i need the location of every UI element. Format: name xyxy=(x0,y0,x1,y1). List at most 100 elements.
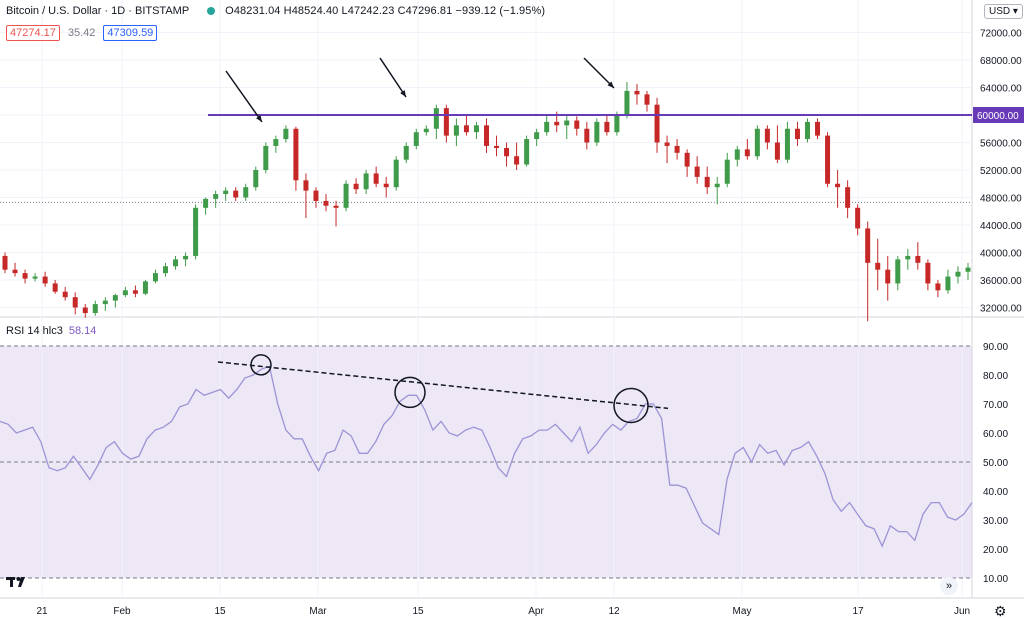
candle-body xyxy=(875,262,881,270)
candle-body xyxy=(132,290,138,294)
candle-body xyxy=(183,255,189,260)
candle-body xyxy=(724,159,730,184)
candle-body xyxy=(784,128,790,160)
sell-price-button[interactable]: 47274.17 xyxy=(6,25,60,41)
candle-body xyxy=(323,200,329,206)
candle-body xyxy=(684,152,690,167)
candle-body xyxy=(163,266,168,274)
candle-body xyxy=(203,198,209,208)
candle-body xyxy=(895,259,901,284)
tradingview-logo-icon[interactable] xyxy=(6,575,30,589)
price-axis-label: 40000.00 xyxy=(980,249,1022,260)
price-axis-label: 52000.00 xyxy=(980,166,1022,177)
candle-body xyxy=(333,205,339,208)
ohlc-values: O48231.04 H48524.40 L47242.23 C47296.81 … xyxy=(225,5,546,17)
time-axis-label: Feb xyxy=(113,606,131,617)
candle-body xyxy=(353,183,359,190)
candle-body xyxy=(443,108,449,136)
buy-price-button[interactable]: 47309.59 xyxy=(103,25,158,41)
candle-body xyxy=(413,132,419,146)
candle-body xyxy=(674,145,680,153)
rsi-axis-label: 80.00 xyxy=(983,371,1008,382)
candle-body xyxy=(664,142,670,146)
candle-body xyxy=(835,183,841,188)
candle-body xyxy=(383,183,389,188)
candle-body xyxy=(494,145,500,148)
annotation-arrow[interactable] xyxy=(583,57,615,89)
candle-body xyxy=(574,120,580,129)
rsi-peak-circle[interactable] xyxy=(613,387,649,424)
gear-icon[interactable]: ⚙ xyxy=(994,603,1007,619)
candle-body xyxy=(634,90,640,95)
candle-body xyxy=(62,291,68,298)
candle-body xyxy=(52,283,58,292)
rsi-legend: RSI 14 hlc3 58.14 xyxy=(6,325,96,337)
candle-body xyxy=(554,121,560,126)
candle-body xyxy=(794,128,800,140)
time-axis-label: 17 xyxy=(852,606,864,617)
time-axis-label: 12 xyxy=(608,606,620,617)
price-axis-label: 32000.00 xyxy=(980,304,1022,315)
candle-body xyxy=(564,120,570,126)
rsi-peak-circle[interactable] xyxy=(250,354,272,376)
candle-body xyxy=(734,149,740,160)
candle-body xyxy=(925,262,931,284)
price-axis-label: 72000.00 xyxy=(980,29,1022,40)
time-axis-label: Mar xyxy=(309,606,327,617)
candle-body xyxy=(403,145,409,160)
candle-body xyxy=(223,190,229,195)
rsi-peak-circle[interactable] xyxy=(394,376,426,409)
candle-body xyxy=(584,128,590,143)
rsi-axis-label: 40.00 xyxy=(983,487,1008,498)
trade-price-boxes: 47274.17 35.42 47309.59 xyxy=(6,25,158,41)
time-axis-label: 21 xyxy=(36,606,48,617)
candle-body xyxy=(122,290,128,296)
rsi-axis-label: 20.00 xyxy=(983,545,1008,556)
candle-body xyxy=(774,142,780,160)
candle-body xyxy=(945,276,951,291)
rsi-title[interactable]: RSI 14 hlc3 xyxy=(6,325,63,337)
candle-body xyxy=(965,267,971,272)
candle-body xyxy=(193,207,199,256)
candle-body xyxy=(423,128,429,133)
candle-body xyxy=(915,255,921,263)
resistance-price-label: 60000.00 xyxy=(977,111,1019,122)
annotation-arrow[interactable] xyxy=(225,70,263,123)
scroll-to-realtime-icon[interactable]: » xyxy=(940,577,958,595)
candle-body xyxy=(885,269,891,284)
price-axis-label: 64000.00 xyxy=(980,84,1022,95)
candle-body xyxy=(22,273,28,279)
symbol-title[interactable]: Bitcoin / U.S. Dollar · 1D · BITSTAMP xyxy=(6,5,190,17)
candle-body xyxy=(393,159,399,188)
symbol-legend: Bitcoin / U.S. Dollar · 1D · BITSTAMP O4… xyxy=(6,5,545,17)
candle-body xyxy=(173,259,179,267)
rsi-series-line[interactable] xyxy=(0,365,973,548)
candle-body xyxy=(82,307,88,313)
candle-body xyxy=(624,90,630,115)
candle-body xyxy=(293,128,299,181)
candle-body xyxy=(704,176,710,188)
candle-body xyxy=(905,255,911,260)
candle-body xyxy=(343,183,349,208)
annotation-arrow[interactable] xyxy=(379,57,407,98)
candle-body xyxy=(604,121,610,133)
currency-button[interactable]: USD ▾ xyxy=(984,4,1023,19)
candle-body xyxy=(714,183,720,188)
candle-body xyxy=(594,121,600,143)
rsi-axis-label: 50.00 xyxy=(983,458,1008,469)
annotation-arrowhead xyxy=(256,115,262,122)
candle-body xyxy=(614,115,620,133)
rsi-axis-label: 30.00 xyxy=(983,516,1008,527)
time-axis-label: Apr xyxy=(528,606,544,617)
candle-body xyxy=(112,295,118,301)
candle-body xyxy=(805,121,810,140)
candle-body xyxy=(473,125,479,133)
candle-body xyxy=(935,283,941,291)
candle-body xyxy=(373,173,379,184)
candle-body xyxy=(303,180,309,191)
rsi-trendline[interactable] xyxy=(217,361,669,410)
candle-body xyxy=(534,132,540,140)
candle-body xyxy=(12,269,18,274)
candle-body xyxy=(865,228,871,263)
